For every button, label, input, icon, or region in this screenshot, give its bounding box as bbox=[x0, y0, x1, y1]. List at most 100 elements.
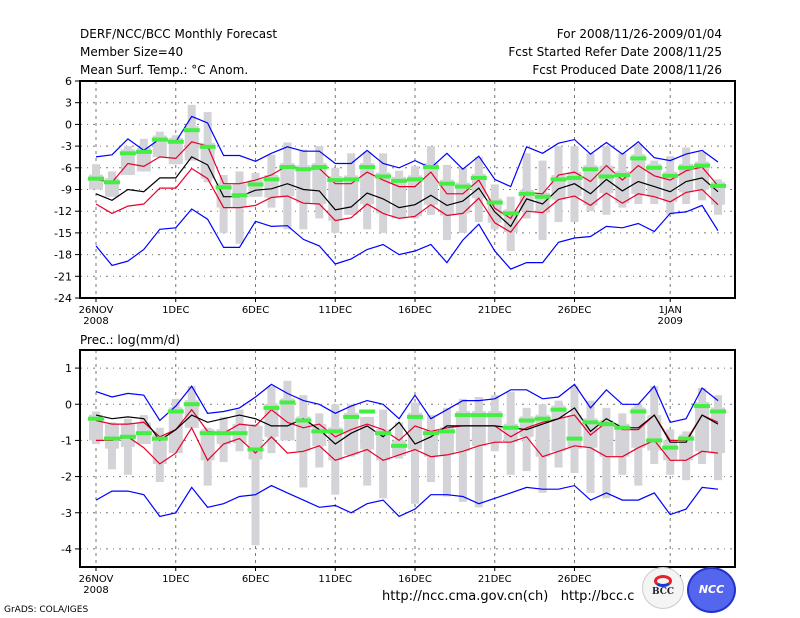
median-marker bbox=[199, 431, 216, 436]
interquartile-box bbox=[408, 412, 422, 450]
median-marker bbox=[247, 447, 264, 452]
y-tick-label: -3 bbox=[61, 507, 72, 520]
x-tick-label: 11DEC bbox=[318, 574, 352, 585]
x-tick-label: 26DEC bbox=[558, 574, 592, 585]
median-marker bbox=[710, 183, 727, 188]
median-marker bbox=[375, 174, 392, 179]
median-marker bbox=[167, 409, 184, 414]
min-line bbox=[95, 484, 719, 518]
median-marker bbox=[311, 429, 328, 434]
median-marker bbox=[88, 176, 104, 181]
median-marker bbox=[359, 409, 376, 414]
forecast-period: For 2008/11/26-2009/01/04 bbox=[556, 27, 722, 41]
interquartile-box bbox=[200, 142, 215, 179]
median-marker bbox=[630, 409, 647, 414]
median-marker bbox=[391, 443, 408, 448]
interquartile-box bbox=[296, 165, 311, 204]
median-marker bbox=[438, 181, 455, 186]
interquartile-box bbox=[392, 176, 407, 219]
interquartile-box bbox=[583, 165, 598, 206]
median-marker bbox=[135, 431, 152, 436]
interquartile-box bbox=[104, 424, 119, 449]
interquartile-box bbox=[663, 440, 678, 461]
y-tick-label: -1 bbox=[61, 434, 72, 447]
interquartile-box bbox=[184, 400, 199, 428]
median-marker bbox=[598, 422, 615, 427]
bcc-logo-swirl-icon bbox=[654, 575, 672, 587]
median-marker bbox=[263, 177, 280, 182]
median-marker bbox=[678, 165, 695, 170]
y-tick-label: -18 bbox=[54, 249, 72, 262]
y-tick-label: -24 bbox=[54, 292, 72, 305]
median-marker bbox=[566, 175, 583, 180]
spread-lower-line bbox=[95, 167, 719, 233]
range-bar bbox=[474, 397, 483, 508]
range-bar bbox=[522, 407, 531, 472]
interquartile-box bbox=[423, 429, 438, 457]
median-marker bbox=[438, 429, 455, 434]
median-marker bbox=[151, 436, 168, 441]
x-tick-label: 21DEC bbox=[478, 305, 512, 316]
x-tick-label: 2008 bbox=[83, 316, 108, 327]
median-marker bbox=[311, 165, 328, 170]
median-marker bbox=[422, 431, 439, 436]
website-links[interactable]: http://ncc.cma.gov.cn(ch) http://bcc.c bbox=[382, 589, 635, 604]
interquartile-box bbox=[408, 175, 422, 217]
median-marker bbox=[518, 191, 535, 196]
interquartile-box bbox=[360, 416, 375, 450]
interquartile-box bbox=[328, 176, 343, 221]
interquartile-box bbox=[312, 163, 327, 204]
x-tick-label: 6DEC bbox=[242, 305, 269, 316]
median-marker bbox=[119, 434, 136, 439]
interquartile-box bbox=[296, 416, 311, 452]
median-marker bbox=[662, 173, 679, 178]
x-tick-label: 1DEC bbox=[162, 574, 189, 585]
interquartile-box bbox=[487, 411, 502, 443]
bcc-logo-text: BCC bbox=[651, 587, 675, 597]
median-marker bbox=[678, 436, 695, 441]
x-tick-label: 26DEC bbox=[558, 305, 592, 316]
median-marker bbox=[694, 163, 711, 168]
y-tick-label: -3 bbox=[61, 140, 72, 153]
min-line bbox=[95, 204, 719, 270]
median-marker bbox=[630, 156, 647, 161]
median-marker bbox=[470, 175, 487, 180]
median-marker bbox=[407, 177, 423, 182]
median-marker bbox=[183, 402, 200, 407]
median-marker bbox=[199, 144, 216, 149]
interquartile-box bbox=[376, 172, 391, 214]
x-tick-label: 16DEC bbox=[398, 574, 432, 585]
range-bar bbox=[363, 416, 372, 486]
interquartile-box bbox=[711, 407, 726, 454]
y-tick-label: -15 bbox=[54, 227, 72, 240]
y-tick-label: -21 bbox=[54, 270, 72, 283]
interquartile-box bbox=[647, 415, 662, 451]
bcc-logo: BCC bbox=[642, 567, 684, 609]
y-tick-label: 0 bbox=[65, 398, 72, 411]
y-tick-label: -4 bbox=[61, 543, 72, 556]
interquartile-box bbox=[599, 420, 614, 457]
median-marker bbox=[375, 431, 392, 436]
median-marker bbox=[710, 409, 727, 414]
interquartile-box bbox=[455, 411, 470, 452]
interquartile-box bbox=[152, 434, 167, 464]
grads-credit: GrADS: COLA/IGES bbox=[4, 605, 89, 615]
median-marker bbox=[135, 149, 152, 154]
spread-upper-line bbox=[95, 141, 719, 220]
forecast-start-date: Fcst Started Refer Date 2008/11/25 bbox=[508, 45, 722, 59]
interquartile-box bbox=[551, 405, 566, 452]
interquartile-box bbox=[615, 423, 630, 457]
median-marker bbox=[502, 211, 519, 216]
median-marker bbox=[662, 445, 679, 450]
median-marker bbox=[694, 404, 711, 409]
median-marker bbox=[215, 431, 232, 436]
interquartile-box bbox=[647, 163, 662, 197]
median-marker bbox=[88, 416, 104, 421]
median-marker bbox=[167, 139, 184, 144]
median-marker bbox=[422, 165, 439, 170]
x-tick-label: 1JAN bbox=[658, 305, 681, 316]
x-tick-label: 2008 bbox=[83, 585, 108, 596]
interquartile-box bbox=[184, 126, 199, 161]
median-marker bbox=[119, 151, 136, 156]
